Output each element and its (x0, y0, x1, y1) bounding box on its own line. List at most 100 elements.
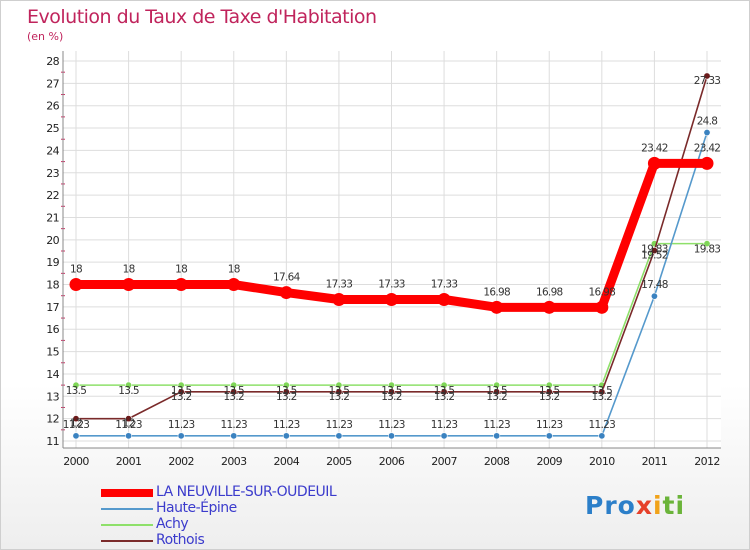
data-label-main: 18 (123, 264, 135, 276)
data-label-main: 18 (70, 264, 82, 276)
y-tick-label: 14 (46, 368, 59, 381)
y-tick-label: 12 (46, 413, 59, 426)
series-point-achy (387, 381, 395, 389)
series-point-main (332, 293, 346, 307)
series-point-achy (177, 381, 185, 389)
series-point-rothois (493, 388, 501, 396)
series-point-main (490, 300, 504, 314)
x-tick-label: 2005 (326, 455, 352, 468)
data-label-main: 16.98 (536, 286, 563, 298)
data-label-achy: 13.5 (66, 385, 87, 397)
data-label-achy: 13.5 (118, 385, 139, 397)
data-label-main: 16.98 (589, 286, 616, 298)
y-tick-label: 19 (46, 256, 59, 269)
legend-swatch-achy (101, 524, 153, 526)
y-tick-label: 24 (46, 144, 59, 157)
data-label-achy: 13.5 (434, 385, 455, 397)
data-label-rothois: 13.2 (276, 391, 297, 403)
series-point-rothois (703, 72, 711, 80)
y-tick-label: 11 (46, 435, 59, 448)
legend-swatch-rothois (101, 540, 153, 542)
series-point-main (595, 300, 609, 314)
data-label-main: 17.33 (378, 279, 405, 291)
data-label-main: 18 (175, 264, 187, 276)
series-point-achy (125, 381, 133, 389)
series-layer (69, 72, 714, 440)
series-point-rothois (177, 388, 185, 396)
series-point-rothois (650, 247, 658, 255)
data-label-rothois: 27.33 (694, 75, 721, 87)
data-label-haute_epine: 11.23 (483, 419, 510, 431)
data-label-rothois: 13.2 (381, 391, 402, 403)
y-tick-label: 18 (46, 279, 59, 292)
data-label-rothois: 13.2 (171, 391, 192, 403)
data-label-achy: 13.5 (329, 385, 350, 397)
series-point-achy (493, 381, 501, 389)
series-point-rothois (125, 415, 133, 423)
data-label-haute_epine: 11.23 (589, 419, 616, 431)
series-point-achy (545, 381, 553, 389)
y-tick-label: 27 (46, 77, 59, 90)
y-tick-label: 13 (46, 390, 59, 403)
y-tick-label: 26 (46, 100, 59, 113)
series-point-haute_epine (125, 432, 133, 440)
series-point-rothois (230, 388, 238, 396)
data-label-rothois: 19.52 (641, 250, 668, 262)
series-point-rothois (598, 388, 606, 396)
y-tick-label: 25 (46, 122, 59, 135)
data-label-rothois: 13.2 (592, 391, 613, 403)
data-label-haute_epine: 11.23 (220, 419, 247, 431)
series-point-haute_epine (493, 432, 501, 440)
data-label-achy: 13.5 (276, 385, 297, 397)
series-point-achy (282, 381, 290, 389)
data-label-achy: 13.5 (381, 385, 402, 397)
series-point-main (174, 278, 188, 292)
x-tick-label: 2004 (274, 455, 300, 468)
y-tick-label: 23 (46, 167, 59, 180)
x-tick-label: 2000 (63, 455, 89, 468)
x-tick-label: 2007 (431, 455, 457, 468)
data-label-main: 23.42 (694, 142, 721, 154)
x-tick-label: 2010 (589, 455, 615, 468)
x-tick-label: 2011 (642, 455, 668, 468)
y-axis-unit: (en %) (27, 30, 64, 43)
series-point-achy (703, 240, 711, 248)
data-label-main: 18 (228, 264, 240, 276)
data-label-rothois: 13.2 (486, 391, 507, 403)
series-point-rothois (545, 388, 553, 396)
series-point-main (647, 156, 661, 170)
series-point-main (542, 300, 556, 314)
series-point-rothois (440, 388, 448, 396)
series-point-haute_epine (230, 432, 238, 440)
series-point-rothois (72, 415, 80, 423)
x-tick-label: 2009 (536, 455, 562, 468)
y-tick-label: 15 (46, 346, 59, 359)
data-label-achy: 13.5 (486, 385, 507, 397)
series-point-haute_epine (440, 432, 448, 440)
data-label-rothois: 13.2 (539, 391, 560, 403)
series-point-main (69, 278, 83, 292)
data-label-main: 17.64 (273, 272, 301, 284)
series-point-rothois (387, 388, 395, 396)
data-label-achy: 13.5 (592, 385, 613, 397)
data-label-rothois: 13.2 (434, 391, 455, 403)
x-tick-label: 2012 (694, 455, 720, 468)
x-tick-label: 2006 (379, 455, 405, 468)
series-point-haute_epine (545, 432, 553, 440)
proxiti-logo: Proxiti (585, 491, 686, 520)
data-label-rothois: 13.2 (329, 391, 350, 403)
data-label-achy: 13.5 (539, 385, 560, 397)
y-tick-label: 22 (46, 189, 59, 202)
data-label-haute_epine: 11.23 (378, 419, 405, 431)
series-point-haute_epine (650, 292, 658, 300)
data-label-haute_epine: 24.8 (697, 116, 718, 128)
y-tick-label: 21 (46, 211, 59, 224)
chart-title: Evolution du Taux de Taxe d'Habitation (27, 6, 377, 28)
y-tick-label: 20 (46, 234, 59, 247)
data-label-haute_epine: 11.23 (273, 419, 300, 431)
series-point-main (700, 156, 714, 170)
y-tick-label: 16 (46, 323, 59, 336)
data-label-rothois: 13.2 (223, 391, 244, 403)
